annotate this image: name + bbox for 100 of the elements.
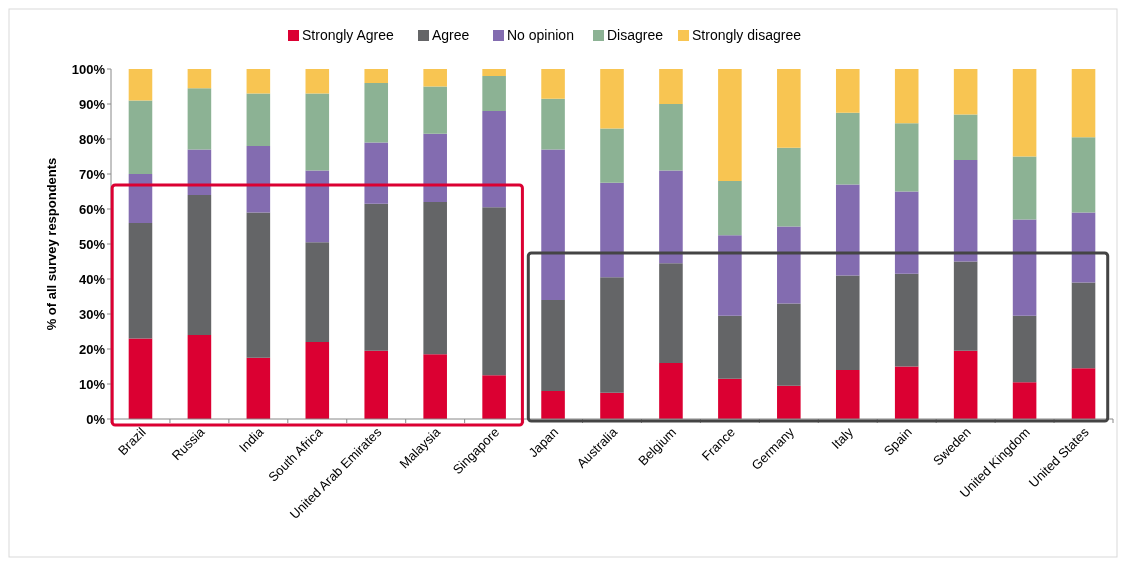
bar (835, 69, 860, 113)
bar (128, 174, 153, 223)
bar (364, 69, 389, 83)
bar (835, 112, 860, 185)
bar (246, 357, 271, 419)
bar (482, 375, 506, 419)
bar (187, 335, 212, 419)
bar (305, 69, 330, 94)
bar (482, 207, 506, 376)
bar (659, 363, 683, 419)
bar (187, 195, 212, 335)
bar (187, 69, 212, 89)
y-tick-label: 40% (78, 271, 106, 287)
bar (128, 69, 153, 101)
bar (659, 69, 683, 104)
bar (1012, 69, 1037, 157)
bar (1012, 219, 1037, 316)
bar (187, 149, 212, 195)
bar (305, 342, 330, 419)
bar (482, 111, 506, 208)
bar (894, 366, 919, 419)
bar (600, 69, 624, 129)
bar (718, 181, 742, 236)
bar (835, 370, 860, 419)
bar (1071, 69, 1096, 138)
x-tick-label: Italy (828, 424, 857, 452)
bar (835, 275, 860, 370)
legend-label: Disagree (607, 27, 664, 43)
bar (1012, 382, 1037, 419)
legend-label: Strongly disagree (692, 27, 802, 43)
bar (364, 203, 389, 351)
y-tick-label: 100% (71, 61, 106, 77)
bar (1071, 137, 1096, 213)
bar (364, 83, 389, 143)
bar (600, 277, 624, 393)
y-tick-label: 50% (78, 236, 106, 252)
bar (600, 128, 624, 183)
y-axis-title: % of all survey respondents (44, 157, 59, 331)
bar (423, 202, 447, 355)
bar (600, 392, 624, 419)
bar (718, 378, 742, 419)
bar (305, 170, 330, 243)
bar (777, 385, 801, 419)
y-tick-label: 0% (86, 411, 106, 427)
bar (777, 303, 801, 386)
bar (1012, 156, 1037, 220)
bar (541, 391, 565, 419)
y-tick-label: 10% (78, 376, 106, 392)
bar (894, 69, 919, 124)
bar (953, 261, 978, 351)
bar (835, 184, 860, 276)
bar (1071, 282, 1096, 369)
bar (541, 300, 565, 391)
bar (659, 170, 683, 264)
bar (1012, 315, 1037, 383)
bar (659, 263, 683, 363)
bar (482, 76, 506, 111)
bar (659, 104, 683, 171)
y-tick-label: 30% (78, 306, 106, 322)
bar (1071, 212, 1096, 283)
bar (777, 226, 801, 304)
bar (541, 149, 565, 300)
y-tick-label: 80% (78, 131, 106, 147)
bar (894, 123, 919, 192)
bar (305, 93, 330, 171)
bar (718, 69, 742, 181)
bar (423, 86, 447, 134)
bar (187, 88, 212, 150)
bar (1071, 368, 1096, 419)
bar (777, 147, 801, 227)
bar (482, 69, 506, 76)
bar (894, 273, 919, 367)
bar (128, 100, 153, 174)
y-tick-label: 20% (78, 341, 106, 357)
bar (953, 69, 978, 115)
bar (777, 69, 801, 148)
bar (894, 191, 919, 274)
y-tick-label: 60% (78, 201, 106, 217)
bar (541, 69, 565, 99)
bar (128, 223, 153, 339)
bar (953, 114, 978, 160)
legend-label: Strongly Agree (302, 27, 395, 43)
legend-label: Agree (432, 27, 470, 43)
y-tick-label: 90% (78, 96, 106, 112)
bar (423, 69, 447, 87)
bar (364, 350, 389, 419)
bar (600, 182, 624, 278)
bar (246, 146, 271, 213)
bar (423, 354, 447, 419)
bar (246, 93, 271, 146)
y-tick-label: 70% (78, 166, 106, 182)
bar (953, 350, 978, 419)
bar (953, 160, 978, 262)
bar (246, 212, 271, 358)
bar (423, 133, 447, 202)
bar (718, 315, 742, 379)
bar (246, 69, 271, 94)
bar (541, 98, 565, 150)
bar (718, 235, 742, 316)
bar (364, 142, 389, 204)
